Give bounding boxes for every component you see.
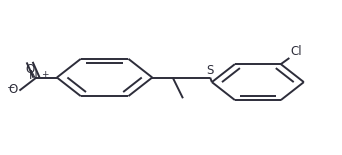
Text: O: O xyxy=(9,83,18,96)
Text: Cl: Cl xyxy=(290,45,302,58)
Text: −: − xyxy=(6,83,15,93)
Text: O: O xyxy=(26,63,35,76)
Text: +: + xyxy=(41,70,48,79)
Text: N: N xyxy=(28,69,37,82)
Text: S: S xyxy=(207,64,214,77)
